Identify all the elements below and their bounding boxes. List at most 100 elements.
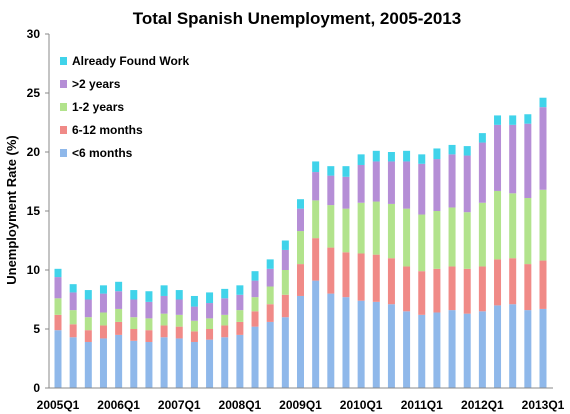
bar-segment-2013Q1-1 [539, 260, 547, 309]
bar-segment-2006Q1-1 [115, 321, 123, 335]
bar-segment-2013Q1-4 [539, 97, 547, 108]
bar-segment-2007Q1-3 [175, 299, 183, 315]
bar-segment-2011Q1-0 [418, 314, 426, 388]
bar-segment-2008Q3-1 [266, 304, 274, 322]
x-tick-label: 2008Q1 [219, 398, 262, 412]
bar-segment-2009Q3-1 [327, 247, 335, 294]
bar-segment-2009Q3-4 [327, 166, 335, 176]
bar-segment-2011Q3-4 [448, 144, 456, 155]
bar-segment-2008Q3-0 [266, 321, 274, 388]
x-tick-label: 2013Q1 [522, 398, 565, 412]
bar-segment-2009Q2-0 [312, 280, 320, 388]
bar-segment-2006Q4-2 [160, 313, 168, 326]
bar-segment-2011Q1-1 [418, 271, 426, 315]
x-tick-label: 2010Q1 [340, 398, 383, 412]
bar-segment-2007Q3-4 [206, 292, 214, 304]
bar-segment-2005Q4-0 [99, 338, 107, 388]
legend-label-1: >2 years [72, 77, 121, 91]
bar-segment-2006Q1-2 [115, 308, 123, 322]
bar-segment-2012Q4-0 [524, 310, 532, 388]
bar-segment-2008Q4-4 [281, 240, 289, 250]
bar-segment-2005Q3-0 [84, 341, 92, 388]
bar-segment-2012Q1-0 [478, 311, 486, 388]
y-tick-label: 15 [27, 204, 41, 218]
bar-segment-2010Q2-0 [372, 301, 380, 388]
bar-segment-2008Q1-2 [236, 310, 244, 322]
bar-segment-2013Q1-2 [539, 189, 547, 261]
bar-segment-2006Q4-4 [160, 285, 168, 296]
bar-segment-2008Q3-3 [266, 268, 274, 287]
bar-segment-2008Q4-2 [281, 270, 289, 295]
bar-segment-2009Q1-2 [297, 231, 304, 265]
bar-segment-2012Q3-0 [509, 304, 517, 388]
bar-segment-2007Q4-4 [221, 288, 229, 299]
y-axis-label: Unemployment Rate (%) [4, 135, 19, 285]
bar-segment-2009Q4-0 [342, 297, 350, 388]
bar-segment-2008Q2-0 [251, 326, 259, 388]
bar-segment-2005Q3-4 [84, 290, 92, 300]
y-tick-label: 20 [27, 145, 41, 159]
x-tick-label: 2009Q1 [279, 398, 322, 412]
bar-segment-2010Q2-1 [372, 254, 380, 302]
bar-segment-2010Q3-3 [387, 161, 395, 204]
bar-segment-2008Q4-3 [281, 249, 289, 270]
bar-segment-2011Q1-4 [418, 154, 426, 164]
bar-segment-2009Q1-1 [297, 264, 304, 296]
axes-group [48, 34, 553, 389]
bar-segment-2010Q3-4 [387, 152, 395, 162]
bar-segment-2012Q4-4 [524, 114, 532, 124]
bar-segment-2009Q3-2 [327, 205, 335, 248]
bar-segment-2012Q3-4 [509, 115, 517, 125]
bar-segment-2005Q1-4 [54, 268, 62, 278]
chart-title: Total Spanish Unemployment, 2005-2013 [133, 9, 461, 28]
bar-segment-2010Q1-4 [357, 154, 365, 165]
bar-segment-2007Q4-0 [221, 337, 229, 388]
bar-segment-2008Q1-3 [236, 294, 244, 311]
bar-segment-2012Q3-2 [509, 193, 517, 259]
bar-segment-2005Q2-4 [69, 284, 77, 293]
bar-segment-2011Q4-2 [463, 212, 471, 269]
x-axis-ticks: 2005Q1 2006Q1 2007Q1 2008Q1 2009Q1 2010Q1 2011… [37, 398, 565, 412]
bar-segment-2012Q1-4 [478, 133, 486, 143]
x-tick-label: 2005Q1 [37, 398, 80, 412]
y-tick-label: 25 [27, 86, 41, 100]
bar-segment-2008Q1-0 [236, 334, 244, 388]
bar-segment-2012Q3-1 [509, 258, 517, 305]
legend-label-2: 1-2 years [72, 100, 124, 114]
bar-segment-2007Q4-3 [221, 298, 229, 315]
bar-segment-2011Q4-0 [463, 313, 471, 388]
bar-segment-2007Q1-1 [175, 326, 183, 339]
bar-segment-2009Q3-3 [327, 175, 335, 206]
bar-segment-2005Q1-3 [54, 277, 62, 299]
bar-segment-2011Q2-0 [433, 312, 441, 388]
bar-segment-2007Q2-4 [190, 295, 198, 307]
bar-segment-2010Q4-0 [403, 311, 411, 388]
bar-segment-2012Q1-2 [478, 202, 486, 267]
bar-segment-2010Q4-2 [403, 208, 411, 267]
y-axis-ticks: 0 5 10 15 20 25 30 [27, 27, 49, 395]
bar-segment-2006Q2-4 [130, 290, 138, 300]
bar-segment-2010Q4-3 [403, 161, 411, 209]
x-tick-label: 2006Q1 [97, 398, 140, 412]
bar-segment-2008Q4-0 [281, 317, 289, 388]
bar-segment-2007Q2-3 [190, 306, 198, 321]
bar-segment-2005Q3-3 [84, 299, 92, 318]
bar-segment-2011Q4-3 [463, 155, 471, 213]
bar-segment-2009Q1-0 [297, 295, 304, 388]
bar-segment-2009Q1-3 [297, 208, 304, 232]
bar-segment-2011Q3-1 [448, 266, 456, 311]
bar-segment-2009Q1-4 [297, 199, 304, 209]
bar-segment-2011Q2-2 [433, 211, 441, 269]
bar-segment-2011Q2-3 [433, 159, 441, 211]
bar-segment-2007Q2-0 [190, 341, 198, 388]
bar-segment-2008Q1-4 [236, 285, 244, 295]
y-tick-label: 10 [27, 263, 41, 277]
bar-segment-2009Q2-2 [312, 200, 320, 239]
bar-segment-2006Q3-0 [145, 341, 153, 388]
bar-segment-2006Q2-1 [130, 329, 138, 341]
bar-segment-2008Q3-4 [266, 259, 274, 269]
legend: Already Found Work >2 years 1-2 years 6-12 … [60, 54, 189, 160]
x-tick-label: 2011Q1 [401, 398, 443, 412]
bar-segment-2005Q2-1 [69, 324, 77, 338]
